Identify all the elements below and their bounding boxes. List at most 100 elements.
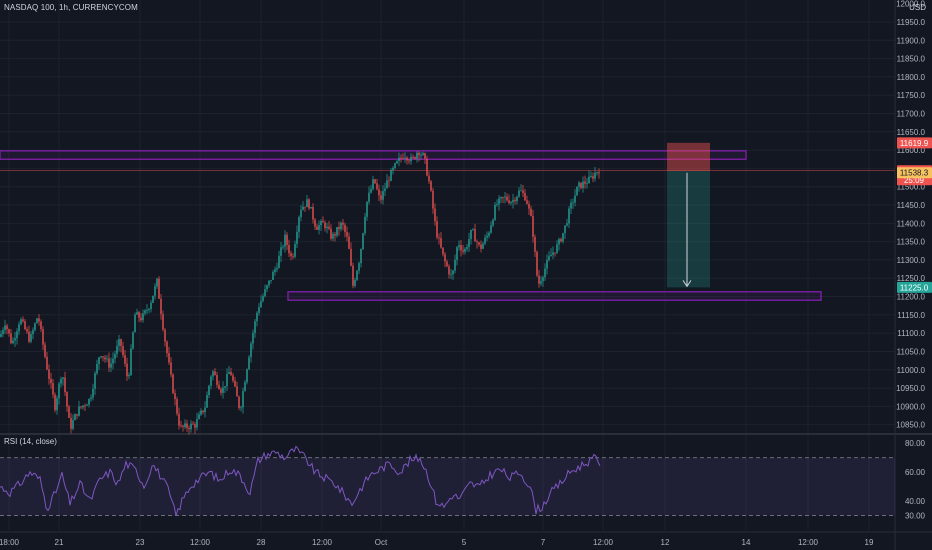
candle-body	[596, 172, 598, 174]
candle-body	[552, 252, 554, 255]
candle-body	[10, 333, 12, 344]
price-tag-label: 11538.3	[900, 169, 929, 178]
rsi-tick-label: 60.00	[905, 468, 926, 477]
candle-body	[572, 202, 574, 204]
price-tag-label: 11225.0	[900, 283, 929, 292]
candle-body	[344, 224, 346, 232]
candle-body	[314, 219, 316, 227]
candle-body	[292, 256, 294, 257]
candle-body	[544, 268, 546, 278]
candle-body	[196, 418, 198, 428]
candle-body	[100, 356, 102, 358]
candle-body	[446, 261, 448, 267]
y-tick-label: 11100.0	[897, 329, 925, 338]
y-tick-label: 11400.0	[897, 219, 926, 228]
candle-body	[162, 314, 164, 330]
candle-body	[216, 375, 218, 385]
x-tick-label: 28	[257, 538, 266, 547]
rsi-tick-label: 80.00	[905, 439, 926, 448]
candle-body	[6, 325, 8, 330]
candle-body	[236, 386, 238, 397]
candle-body	[362, 233, 364, 250]
currency-label: USD	[909, 3, 926, 12]
candle-body	[256, 312, 258, 322]
candle-body	[76, 414, 78, 416]
candle-body	[482, 243, 484, 249]
candle-body	[194, 424, 196, 428]
candle-body	[328, 226, 330, 229]
candle-body	[438, 237, 440, 239]
y-tick-label: 11300.0	[897, 256, 926, 265]
candle-body	[508, 200, 510, 204]
y-tick-label: 12000.0	[896, 0, 925, 9]
candle-body	[202, 410, 204, 413]
price-tag	[897, 281, 932, 293]
candle-body	[74, 414, 76, 421]
candle-body	[172, 374, 174, 394]
candle-body	[64, 377, 66, 393]
candle-body	[400, 157, 402, 159]
candle-body	[244, 382, 246, 392]
candle-body	[530, 208, 532, 216]
candle-body	[330, 228, 332, 239]
candle-body	[220, 389, 222, 393]
candle-body	[190, 423, 192, 430]
candle-body	[326, 226, 328, 229]
candle-body	[58, 383, 60, 399]
candle-body	[466, 247, 468, 249]
candle-body	[320, 221, 322, 226]
candle-body	[478, 242, 480, 245]
candle-body	[444, 254, 446, 262]
candle-body	[262, 296, 264, 301]
candle-body	[98, 357, 100, 364]
candle-body	[410, 156, 412, 162]
candle-body	[590, 176, 592, 178]
candle-body	[378, 189, 380, 196]
candle-body	[538, 275, 540, 284]
candle-body	[406, 157, 408, 161]
y-tick-label: 11200.0	[897, 293, 926, 302]
candle-body	[464, 248, 466, 252]
candle-body	[158, 278, 160, 299]
candle-body	[222, 387, 224, 393]
candle-body	[434, 208, 436, 222]
candle-body	[342, 222, 344, 225]
candle-body	[154, 286, 156, 296]
candle-body	[564, 225, 566, 234]
candle-body	[554, 252, 556, 254]
candle-body	[562, 233, 564, 242]
candle-body	[88, 398, 90, 405]
candle-body	[336, 227, 338, 236]
candle-body	[238, 396, 240, 409]
candle-body	[96, 363, 98, 374]
candle-body	[506, 196, 508, 201]
y-tick-label: 11750.0	[897, 91, 926, 100]
candle-body	[144, 310, 146, 314]
candle-body	[390, 170, 392, 181]
candle-body	[542, 277, 544, 282]
x-tick-label: 21	[55, 538, 64, 547]
candle-body	[580, 182, 582, 189]
candle-body	[440, 238, 442, 248]
candle-body	[150, 302, 152, 310]
candle-body	[70, 417, 72, 429]
y-tick-label: 11600.0	[897, 146, 926, 155]
candle-body	[402, 158, 404, 159]
candle-body	[198, 414, 200, 419]
candle-body	[428, 175, 430, 182]
candle-body	[582, 181, 584, 189]
candle-body	[426, 158, 428, 176]
candle-body	[484, 237, 486, 244]
candle-body	[264, 289, 266, 297]
candle-body	[130, 348, 132, 375]
candle-body	[230, 371, 232, 376]
candle-body	[502, 197, 504, 198]
candle-body	[558, 239, 560, 245]
x-tick-label: 14	[742, 538, 751, 547]
candle-body	[138, 312, 140, 318]
y-tick-label: 11800.0	[897, 73, 926, 82]
candle-body	[68, 406, 70, 418]
candle-body	[206, 394, 208, 408]
candle-body	[46, 356, 48, 370]
